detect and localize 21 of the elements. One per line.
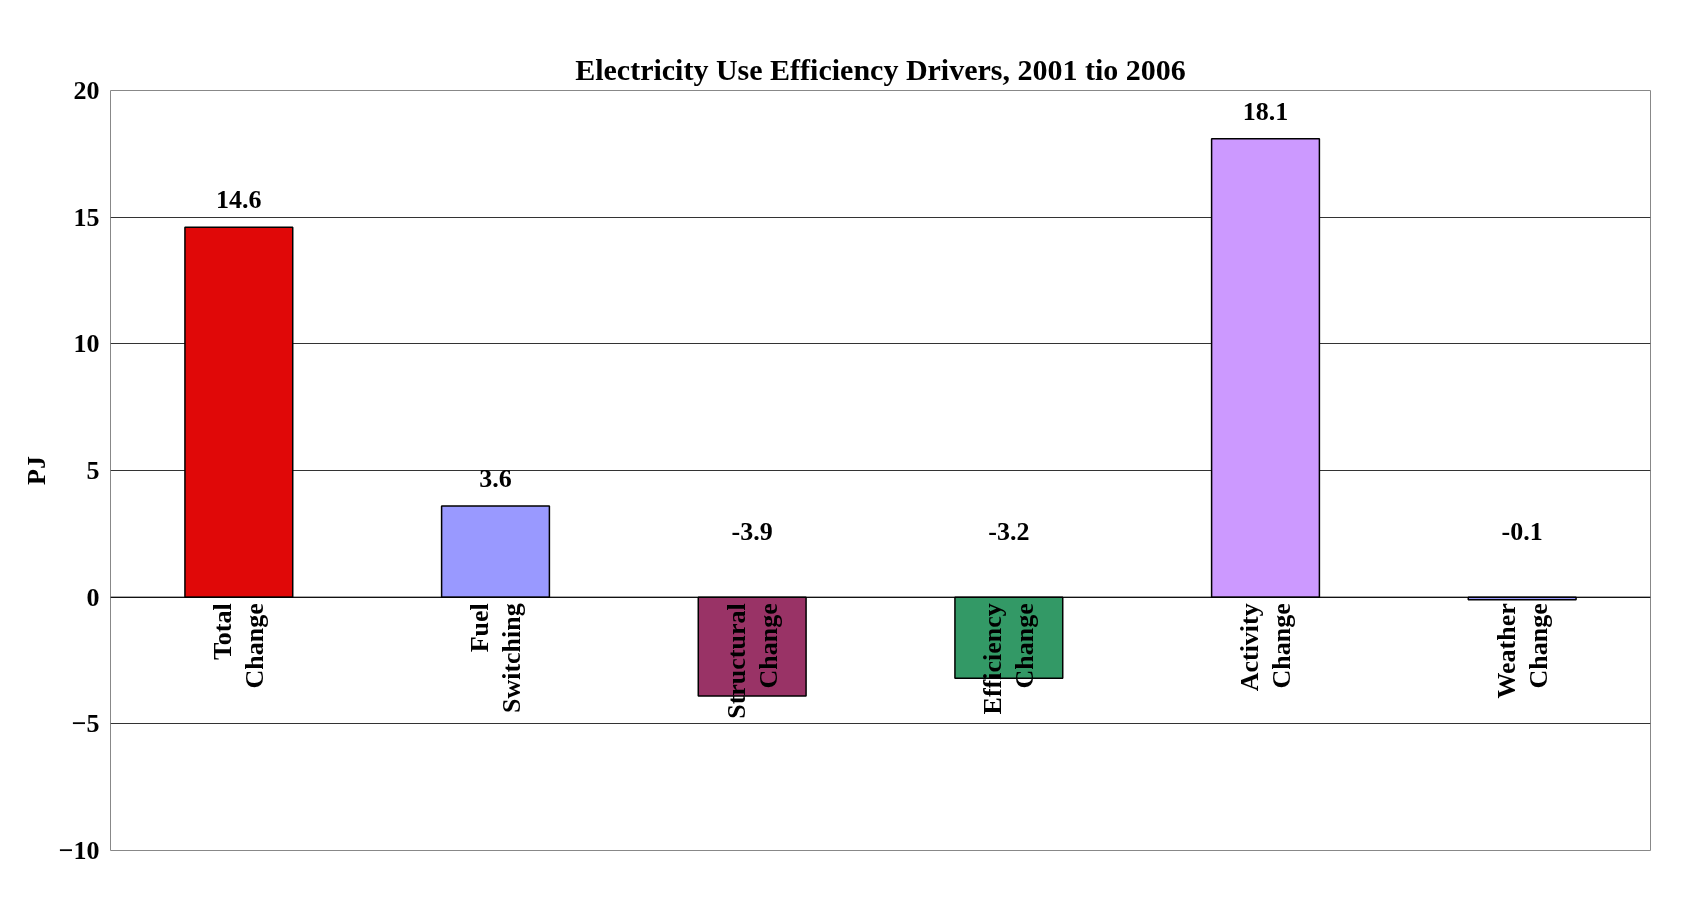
y-tick-label: 0: [86, 582, 100, 612]
data-label: -3.2: [988, 517, 1030, 547]
y-tick-label: 5: [86, 456, 100, 485]
y-tick-label: −5: [71, 709, 100, 739]
data-label: -0.1: [1501, 517, 1543, 547]
y-tick-label: −10: [58, 836, 100, 865]
y-axis-title: PJ: [21, 456, 51, 485]
x-tick-label: Weather Change: [1491, 603, 1553, 699]
x-tick-label: Fuel Switching: [465, 603, 526, 714]
y-tick-label: 10: [73, 329, 100, 359]
data-label: -3.9: [731, 517, 773, 547]
x-tick-label: Total Change: [208, 603, 270, 689]
x-tick-label: Structural Change: [721, 603, 783, 719]
x-tick-label: Activity Change: [1235, 603, 1296, 692]
x-tick-label: Efficiency Change: [978, 603, 1040, 715]
chart-title: Electricity Use Efficiency Drivers, 2001 tio 2006: [575, 52, 1186, 86]
data-label: 14.6: [216, 185, 262, 215]
y-tick-label: 15: [73, 202, 100, 232]
data-label: 3.6: [479, 463, 512, 493]
data-label: 18.1: [1242, 96, 1289, 126]
y-tick-label: 20: [73, 76, 100, 105]
